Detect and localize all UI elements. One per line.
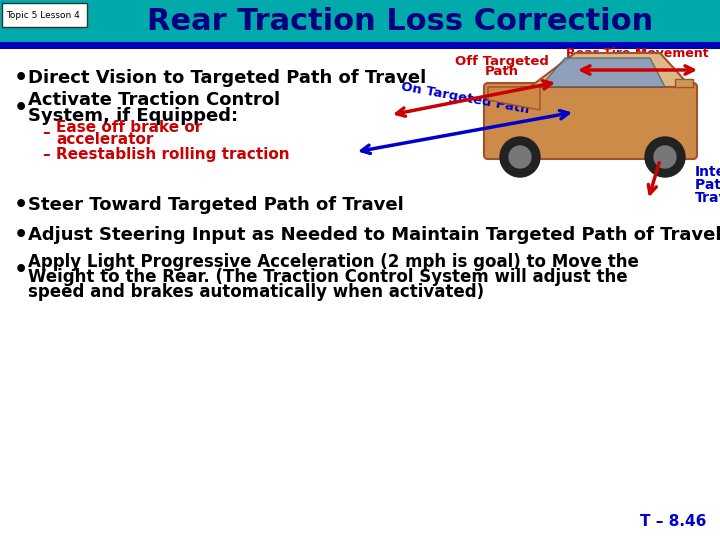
Text: •: • <box>14 225 28 245</box>
Text: –: – <box>42 147 50 163</box>
Text: Steer Toward Targeted Path of Travel: Steer Toward Targeted Path of Travel <box>28 196 404 214</box>
Text: Activate Traction Control: Activate Traction Control <box>28 91 280 109</box>
Text: speed and brakes automatically when activated): speed and brakes automatically when acti… <box>28 283 484 301</box>
Text: Direct Vision to Targeted Path of Travel: Direct Vision to Targeted Path of Travel <box>28 69 426 87</box>
Bar <box>675 79 693 87</box>
Circle shape <box>654 146 676 168</box>
Text: •: • <box>14 68 28 88</box>
Text: –: – <box>42 125 50 139</box>
Text: Path of: Path of <box>695 178 720 192</box>
Polygon shape <box>520 53 690 87</box>
Text: •: • <box>14 98 28 118</box>
Text: •: • <box>14 260 28 280</box>
Bar <box>0 0 720 42</box>
Polygon shape <box>488 87 540 110</box>
Circle shape <box>645 137 685 177</box>
Text: Path: Path <box>485 65 519 78</box>
Text: Reestablish rolling traction: Reestablish rolling traction <box>56 147 289 163</box>
Bar <box>0 42 720 49</box>
Text: Ease off brake or: Ease off brake or <box>56 119 202 134</box>
Text: Rear Tire Movement: Rear Tire Movement <box>566 47 708 60</box>
Text: Rear Traction Loss Correction: Rear Traction Loss Correction <box>147 6 653 36</box>
Circle shape <box>509 146 531 168</box>
Text: •: • <box>14 195 28 215</box>
Text: Apply Light Progressive Acceleration (2 mph is goal) to Move the: Apply Light Progressive Acceleration (2 … <box>28 253 639 271</box>
Text: System, if Equipped:: System, if Equipped: <box>28 107 238 125</box>
Text: Intended: Intended <box>695 165 720 179</box>
Text: Adjust Steering Input as Needed to Maintain Targeted Path of Travel: Adjust Steering Input as Needed to Maint… <box>28 226 720 244</box>
Polygon shape <box>540 58 665 87</box>
Text: Topic 5 Lesson 4: Topic 5 Lesson 4 <box>6 10 80 19</box>
Text: accelerator: accelerator <box>56 132 153 147</box>
FancyBboxPatch shape <box>484 83 697 159</box>
Text: On Targeted Path: On Targeted Path <box>400 80 530 116</box>
FancyBboxPatch shape <box>2 3 87 27</box>
Text: Weight to the Rear. (The Traction Control System will adjust the: Weight to the Rear. (The Traction Contro… <box>28 268 628 286</box>
Text: Travel: Travel <box>695 191 720 205</box>
Circle shape <box>500 137 540 177</box>
Text: Off Targeted: Off Targeted <box>455 55 549 68</box>
Text: T – 8.46: T – 8.46 <box>639 515 706 530</box>
